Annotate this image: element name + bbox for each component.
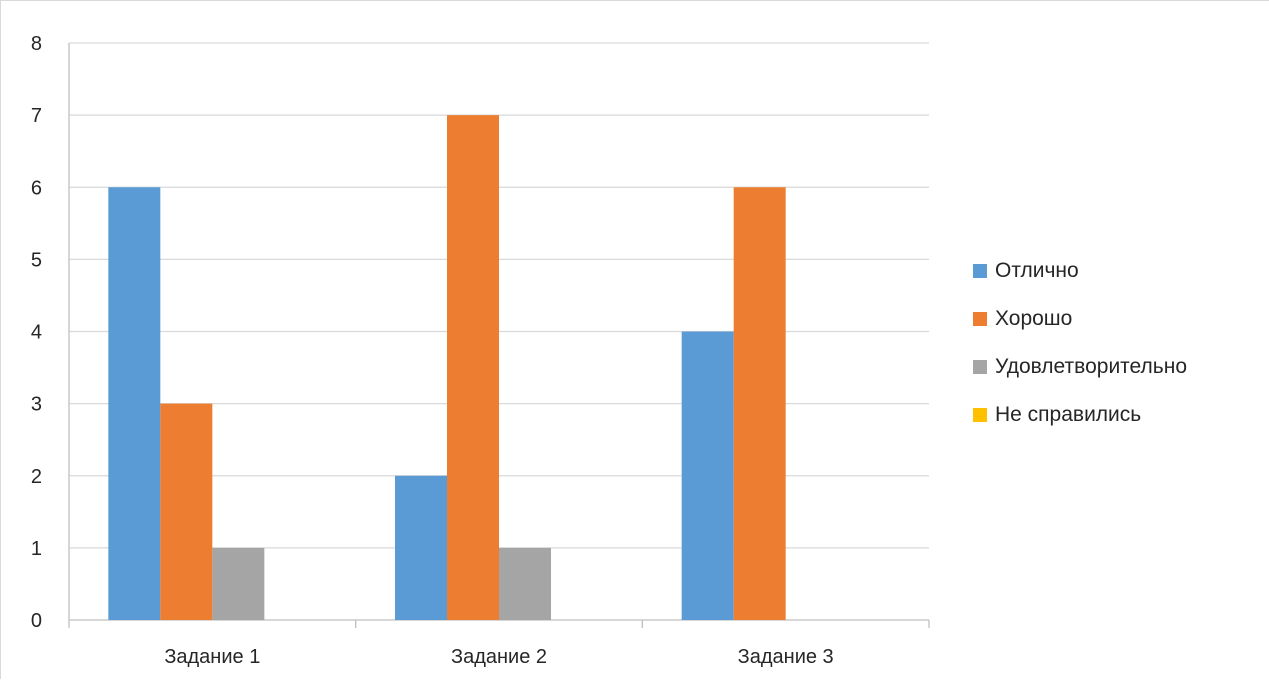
y-tick-label: 7 bbox=[31, 105, 42, 127]
legend-label: Отлично bbox=[995, 259, 1079, 282]
y-tick-label: 0 bbox=[31, 610, 42, 632]
legend-item-excellent: Отлично bbox=[973, 259, 1187, 283]
bar bbox=[395, 475, 447, 620]
legend-label: Хорошо bbox=[995, 307, 1073, 330]
bar bbox=[212, 547, 265, 620]
x-tick-label: Задание 3 bbox=[738, 646, 834, 668]
y-tick-label: 2 bbox=[31, 466, 42, 488]
bar bbox=[108, 187, 161, 620]
bar bbox=[733, 187, 786, 620]
y-tick-label: 3 bbox=[31, 394, 42, 416]
x-tick-label: Задание 1 bbox=[164, 646, 260, 668]
bar bbox=[447, 115, 499, 620]
y-tick-label: 4 bbox=[31, 322, 42, 344]
legend: Отлично Хорошо Удовлетворительно Не спра… bbox=[973, 259, 1187, 451]
y-tick-label: 1 bbox=[31, 538, 42, 560]
legend-item-failed: Не справились bbox=[973, 403, 1187, 427]
bar bbox=[499, 547, 551, 620]
bar bbox=[160, 403, 213, 620]
legend-label: Удовлетворительно bbox=[995, 355, 1188, 378]
bar bbox=[681, 331, 734, 620]
legend-item-satisfactory: Удовлетворительно bbox=[973, 355, 1187, 379]
y-tick-label: 8 bbox=[31, 33, 42, 55]
legend-swatch bbox=[973, 264, 987, 278]
x-tick-label: Задание 2 bbox=[451, 646, 547, 668]
legend-item-good: Хорошо bbox=[973, 307, 1187, 331]
y-tick-label: 6 bbox=[31, 177, 42, 199]
legend-swatch bbox=[973, 312, 987, 326]
legend-swatch bbox=[973, 408, 987, 422]
legend-label: Не справились bbox=[995, 403, 1142, 426]
legend-swatch bbox=[973, 360, 987, 374]
y-tick-label: 5 bbox=[31, 249, 42, 271]
